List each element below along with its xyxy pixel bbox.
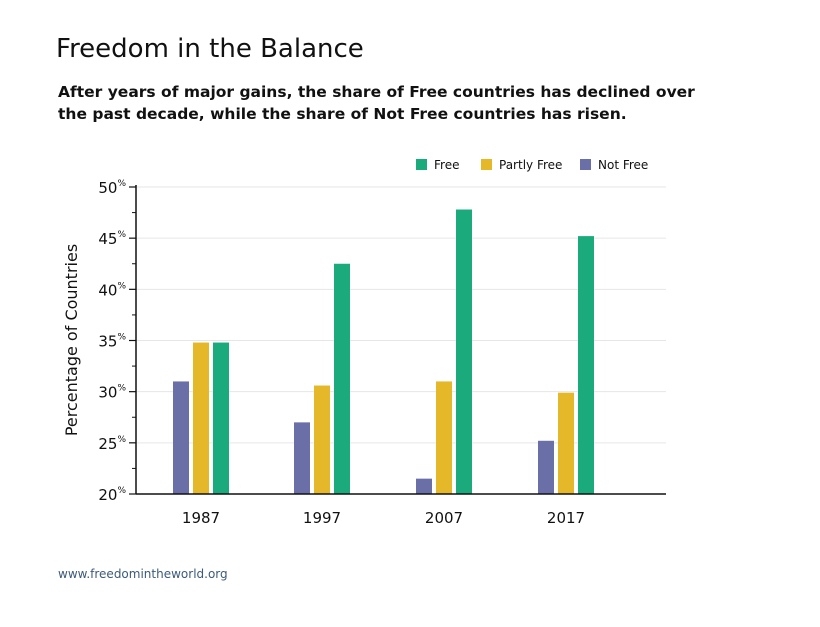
y-tick-label: 45% xyxy=(98,230,126,248)
legend-label-not-free: Not Free xyxy=(598,158,648,172)
bar-partly-free-2007 xyxy=(436,381,452,494)
y-tick-labels: 20% 25% 30% 35% 40% 45% 50% xyxy=(98,179,126,504)
bar-partly-free-1997 xyxy=(314,385,330,494)
bar-free-2007 xyxy=(456,209,472,494)
y-tick-label: 20% xyxy=(98,486,126,504)
legend-swatch-not-free xyxy=(580,159,591,170)
bar-free-2017 xyxy=(578,236,594,494)
chart-title: Freedom in the Balance xyxy=(56,34,364,64)
legend-swatch-partly-free xyxy=(481,159,492,170)
y-tick-label: 50% xyxy=(98,179,126,197)
x-tick-label: 2007 xyxy=(425,509,463,527)
y-tick-label: 25% xyxy=(98,435,126,453)
y-tick-label: 40% xyxy=(98,281,126,299)
bar-not-free-2007 xyxy=(416,478,432,494)
axes xyxy=(129,185,666,495)
bar-chart: 20% 25% 30% 35% 40% 45% 50% 1987 1997 2007 2017 F… xyxy=(62,158,666,527)
y-tick-label: 35% xyxy=(98,333,126,351)
legend-swatch-free xyxy=(416,159,427,170)
bar-free-1997 xyxy=(334,263,350,494)
bar-free-1987 xyxy=(213,342,229,494)
x-tick-label: 2017 xyxy=(547,509,585,527)
bar-not-free-1997 xyxy=(294,422,310,494)
legend-label-partly-free: Partly Free xyxy=(499,158,562,172)
x-tick-labels: 1987 1997 2007 2017 xyxy=(182,509,585,527)
bar-not-free-2017 xyxy=(538,440,554,494)
legend: Free Partly Free Not Free xyxy=(416,158,648,172)
x-tick-label: 1987 xyxy=(182,509,220,527)
y-tick-label: 30% xyxy=(98,384,126,402)
x-tick-label: 1997 xyxy=(303,509,341,527)
chart-subtitle: After years of major gains, the share of… xyxy=(58,83,695,123)
legend-label-free: Free xyxy=(434,158,459,172)
source-link[interactable]: www.freedomintheworld.org xyxy=(58,567,228,581)
bar-partly-free-1987 xyxy=(193,342,209,494)
bar-not-free-1987 xyxy=(173,381,189,494)
y-axis-label: Percentage of Countries xyxy=(62,244,81,436)
bar-partly-free-2017 xyxy=(558,392,574,494)
bars xyxy=(173,209,594,494)
